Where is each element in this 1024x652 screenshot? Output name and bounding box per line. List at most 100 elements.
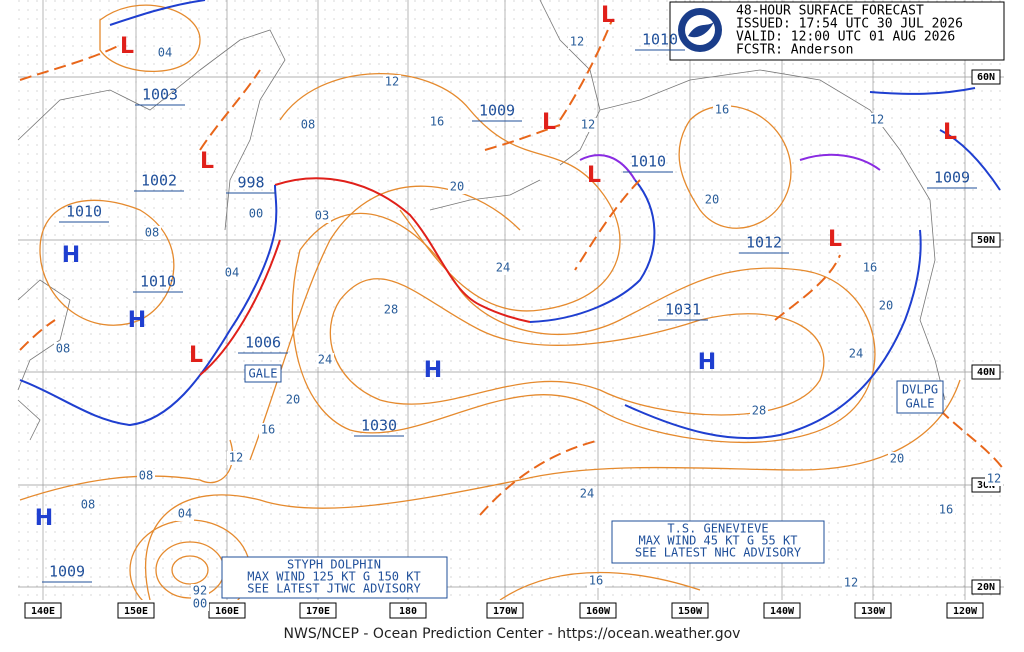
isobar-label: 00: [193, 597, 207, 611]
isobar-label-bg: [247, 207, 265, 221]
isobar-label-bg: [937, 503, 955, 517]
low-pressure: L: [120, 34, 134, 59]
storm-advisory-line: SEE LATEST JTWC ADVISORY: [247, 582, 421, 596]
isobar-label: 08: [139, 469, 153, 483]
longitude-label: 160E: [215, 606, 239, 617]
high-pressure: H: [698, 350, 716, 375]
storm-advisory-line: SEE LATEST NHC ADVISORY: [635, 546, 802, 560]
map-background: [18, 0, 1004, 600]
isobar-label: 24: [580, 487, 594, 501]
isobar-label: 16: [715, 103, 729, 117]
isobar-label-bg: [985, 472, 1003, 486]
isobar-label-bg: [579, 118, 597, 132]
low-pressure: L: [189, 343, 203, 368]
isobar-label-bg: [156, 46, 174, 60]
developing-gale-label: DVLPG: [902, 383, 938, 397]
isobar-label-bg: [587, 574, 605, 588]
isobar-label-bg: [703, 193, 721, 207]
isobar-label: 03: [315, 209, 329, 223]
longitude-label: 170E: [306, 606, 330, 617]
longitude-box: [486, 602, 524, 619]
storm-advisory-line: MAX WIND 125 KT G 150 KT: [247, 570, 420, 584]
isobar-label-bg: [313, 209, 331, 223]
low-pressure: L: [601, 3, 615, 28]
longitude-label: 170W: [493, 606, 518, 617]
high-pressure: H: [128, 308, 146, 333]
center-pressure: 1009: [934, 169, 970, 187]
header-line: FCSTR: Anderson: [736, 43, 853, 58]
longitude-label: 150W: [678, 606, 703, 617]
center-pressure: 1010: [140, 273, 176, 291]
center-pressure: 1003: [142, 86, 178, 104]
isobar-label-bg: [383, 75, 401, 89]
isobar-label: 24: [318, 353, 332, 367]
longitude-box: [389, 602, 427, 619]
storm-advisory-line: T.S. GENEVIEVE: [667, 522, 768, 536]
fronts: [19, 0, 1005, 516]
longitude-box: [763, 602, 801, 619]
longitude-label: 160W: [586, 606, 611, 617]
isobar-label: 12: [844, 576, 858, 590]
longitude-box: [671, 602, 709, 619]
isobar-label: 20: [450, 180, 464, 194]
isobar-label-bg: [713, 103, 731, 117]
low-pressure: L: [542, 110, 556, 135]
isobar-label-bg: [316, 353, 334, 367]
developing-gale-label: GALE: [906, 397, 935, 411]
gale-label: GALE: [249, 367, 278, 381]
header-box: [669, 1, 1005, 61]
low-pressure: L: [200, 149, 214, 174]
longitude-box: [117, 602, 155, 619]
latitude-label: 50N: [977, 235, 995, 246]
header-line: ISSUED: 17:54 UTC 30 JUL 2026: [736, 17, 963, 32]
isobar-label: 16: [863, 261, 877, 275]
longitude-label: 180: [399, 606, 417, 617]
storm-advisory-line: STYPH DOLPHIN: [287, 558, 381, 572]
longitude-label: 140W: [770, 606, 795, 617]
low-pressure: L: [587, 163, 601, 188]
isobar-label: 12: [570, 35, 584, 49]
isobar-label-bg: [259, 423, 277, 437]
isobar-label-bg: [888, 452, 906, 466]
center-pressure: 1010: [642, 31, 678, 49]
isobar-label: 16: [261, 423, 275, 437]
latitude-label: 60N: [977, 72, 995, 83]
isobar-label-bg: [191, 584, 209, 598]
isobar-label-bg: [842, 576, 860, 590]
center-pressure: 1010: [630, 153, 666, 171]
isobar-label-bg: [227, 451, 245, 465]
isobar-label: 00: [249, 207, 263, 221]
longitude-box: [946, 602, 984, 619]
footer: NWS/NCEP - Ocean Prediction Center - htt…: [284, 626, 741, 642]
isobar-label-bg: [137, 469, 155, 483]
isobar-label: 28: [384, 303, 398, 317]
isobar-label-bg: [750, 404, 768, 418]
isobar-label: 20: [890, 452, 904, 466]
isobar-label-bg: [284, 393, 302, 407]
isobar-label-bg: [868, 113, 886, 127]
longitude-label: 140E: [31, 606, 55, 617]
longitude-box: [579, 602, 617, 619]
center-pressure: 1031: [665, 301, 701, 319]
isobar-label-bg: [578, 487, 596, 501]
isobar-label: 12: [385, 75, 399, 89]
storm-boxes: [221, 364, 944, 599]
high-pressure: H: [424, 358, 442, 383]
isobar-label-bg: [299, 118, 317, 132]
isobar-label-bg: [382, 303, 400, 317]
isobar-label: 08: [81, 498, 95, 512]
isobar-label-bg: [568, 35, 586, 49]
low-pressure: L: [828, 227, 842, 252]
isobar-label: 08: [56, 342, 70, 356]
isobar-label: 28: [752, 404, 766, 418]
isobar-label: 12: [229, 451, 243, 465]
isobar-label: 12: [987, 472, 1001, 486]
isobar-label-bg: [861, 261, 879, 275]
isobar-label-bg: [448, 180, 466, 194]
isobar-label: 16: [430, 115, 444, 129]
isobar-label: 16: [939, 503, 953, 517]
header-line: 48-HOUR SURFACE FORECAST: [736, 4, 924, 19]
coastlines: [17, 0, 946, 441]
